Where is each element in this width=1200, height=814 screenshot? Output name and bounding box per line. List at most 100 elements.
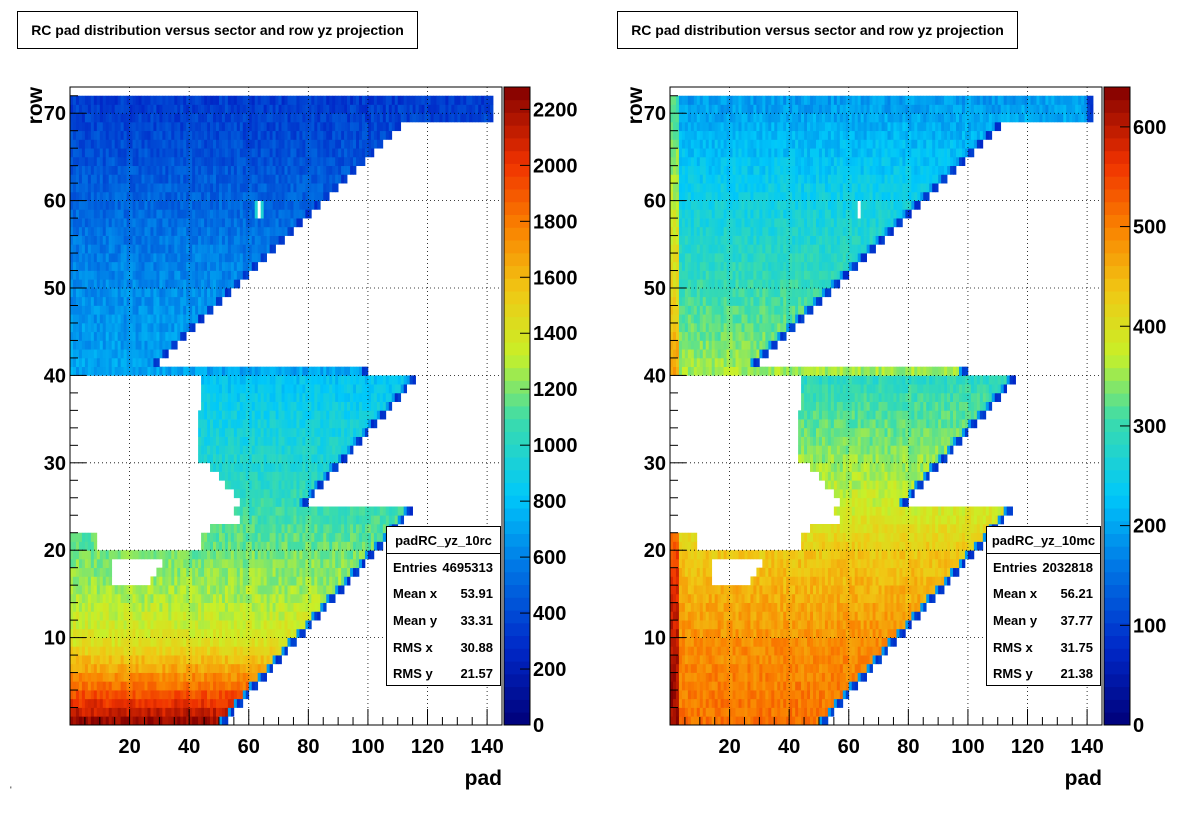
heatmap-cell [204, 672, 208, 682]
heatmap-cell [192, 663, 196, 673]
heatmap-cell [218, 209, 223, 219]
heatmap-cell [177, 314, 181, 324]
heatmap-cell [335, 436, 339, 446]
heatmap-cell [144, 637, 148, 647]
heatmap-cell [376, 541, 381, 551]
heatmap-cell [153, 698, 157, 708]
heatmap-cell [93, 104, 98, 114]
heatmap-cell [394, 384, 399, 394]
heatmap-cell [302, 532, 306, 542]
heatmap-cell [150, 314, 154, 324]
heatmap-cell [385, 515, 390, 525]
heatmap-cell [108, 672, 113, 682]
heatmap-cell [341, 454, 345, 464]
heatmap-cell [236, 165, 241, 175]
heatmap-cell [263, 628, 267, 638]
heatmap-cell [120, 121, 124, 132]
heatmap-cell [287, 445, 291, 455]
heatmap-cell [213, 655, 217, 665]
heatmap-cell [421, 104, 425, 114]
heatmap-cell [135, 296, 139, 306]
heatmap-cell [314, 532, 318, 542]
heatmap-cell [111, 226, 116, 236]
heatmap-cell [153, 235, 157, 245]
heatmap-cell [150, 174, 154, 184]
heatmap-cell [236, 270, 241, 280]
heatmap-cell [183, 253, 187, 263]
heatmap-cell [135, 288, 139, 298]
heatmap-cell [120, 314, 124, 324]
heatmap-cell [266, 200, 270, 210]
heatmap-cell [165, 305, 169, 315]
heatmap-cell [248, 445, 253, 455]
heatmap-cell [293, 550, 297, 560]
heatmap-cell [198, 253, 202, 263]
heatmap-cell [305, 593, 309, 603]
heatmap-cell [180, 296, 184, 306]
heatmap-cell [70, 558, 74, 569]
heatmap-cell [227, 139, 232, 149]
heatmap-cell [96, 349, 101, 359]
heatmap-cell [335, 113, 339, 123]
heatmap-cell [105, 253, 110, 263]
heatmap-cell [311, 156, 315, 167]
heatmap-cell [75, 611, 80, 621]
heatmap-cell [269, 620, 273, 630]
heatmap-cell [347, 427, 351, 437]
heatmap-cell [204, 305, 208, 315]
heatmap-cell [162, 602, 166, 612]
heatmap-cell [213, 593, 217, 603]
heatmap-cell [353, 550, 357, 560]
heatmap-cell [171, 593, 175, 603]
heatmap-cell [99, 104, 104, 114]
heatmap-cell [361, 104, 366, 114]
heatmap-cell [350, 541, 354, 551]
heatmap-cell [302, 209, 306, 219]
heatmap-cell [266, 148, 270, 158]
heatmap-cell [153, 602, 157, 612]
heatmap-cell [350, 427, 354, 437]
heatmap-cell [314, 593, 318, 603]
heatmap-cell [174, 663, 178, 673]
heatmap-cell [147, 611, 151, 621]
heatmap-cell [114, 270, 119, 280]
heatmap-cell [201, 698, 205, 708]
heatmap-cell [204, 384, 208, 394]
heatmap-cell [123, 550, 127, 560]
heatmap-cell [102, 550, 107, 560]
heatmap-cell [356, 375, 360, 385]
heatmap-cell [186, 121, 190, 132]
heatmap-cell [81, 288, 86, 298]
heatmap-cell [99, 322, 104, 333]
heatmap-cell [266, 244, 270, 254]
heatmap-cell [102, 95, 107, 105]
heatmap-cell [72, 270, 77, 280]
heatmap-cell [293, 436, 297, 446]
heatmap-cell [189, 113, 193, 123]
heatmap-cell [296, 611, 300, 621]
heatmap-cell [218, 148, 223, 158]
heatmap-cell [120, 620, 124, 630]
heatmap-cell [269, 183, 273, 193]
heatmap-cell [215, 366, 220, 376]
heatmap-cell [135, 620, 139, 630]
heatmap-cell [287, 628, 291, 638]
heatmap-cell [332, 401, 336, 411]
heatmap-cell [72, 716, 77, 726]
heatmap-cell [186, 130, 190, 140]
heatmap-cell [266, 646, 270, 656]
heatmap-cell [201, 174, 205, 184]
heatmap-cell [204, 602, 208, 612]
heatmap-cell [364, 541, 369, 551]
heatmap-cell [108, 288, 113, 298]
heatmap-cell [218, 226, 223, 236]
heatmap-cell [317, 104, 321, 114]
heatmap-cell [195, 174, 199, 184]
heatmap-cell [299, 121, 303, 132]
heatmap-cell [257, 558, 262, 569]
heatmap-cell [90, 558, 95, 569]
heatmap-cell [361, 515, 366, 525]
heatmap-cell [314, 401, 318, 411]
heatmap-cell [299, 130, 303, 140]
heatmap-cell [233, 593, 238, 603]
